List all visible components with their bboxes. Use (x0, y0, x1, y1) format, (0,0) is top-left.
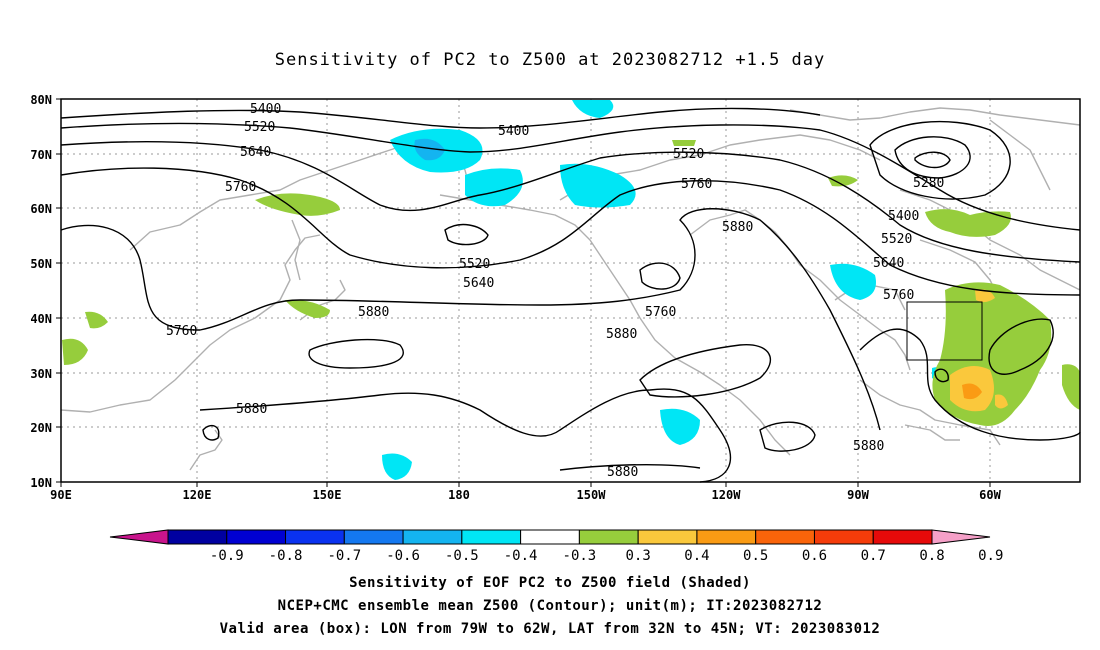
longitude-labels: 90E 120E 150E 180 150W 120W 90W 60W (50, 488, 1001, 502)
lon-label: 150W (577, 488, 607, 502)
contour-label: 5880 (236, 402, 267, 417)
contour-label: 5520 (881, 232, 912, 247)
contour-label: 5880 (853, 439, 884, 454)
map-plot-area (61, 99, 1080, 482)
colorbar-tick-label: -0.7 (327, 548, 361, 564)
axis-ticks (56, 98, 991, 487)
colorbar-max-arrow (931, 529, 991, 545)
contour-label: 5640 (463, 276, 494, 291)
colorbar (109, 529, 991, 545)
colorbar-tick-label: 0.4 (684, 548, 709, 564)
valid-area-box (906, 301, 983, 361)
lon-label: 180 (448, 488, 470, 502)
colorbar-tick-label: 0.3 (626, 548, 651, 564)
caption-line-3: Valid area (box): LON from 79W to 62W, L… (219, 621, 881, 637)
colorbar-segment (461, 529, 522, 545)
lat-label: 60N (30, 202, 52, 216)
contour-label-group: 5400 5520 5640 5760 5400 5520 5760 5880 … (166, 102, 944, 480)
colorbar-segment (813, 529, 874, 545)
colorbar-tick-label: 0.8 (919, 548, 944, 564)
lon-label: 120W (712, 488, 742, 502)
lat-label: 30N (30, 367, 52, 381)
coastlines (60, 107, 1081, 471)
colorbar-tick-label: -0.6 (386, 548, 420, 564)
contour-label: 5760 (883, 288, 914, 303)
contour-label: 5880 (606, 327, 637, 342)
lon-label: 120E (183, 488, 212, 502)
colorbar-tick-label: -0.3 (563, 548, 597, 564)
latitude-labels: 80N 70N 60N 50N 40N 30N 20N 10N (30, 93, 52, 490)
colorbar-tick-label: -0.5 (445, 548, 479, 564)
contour-label: 5760 (645, 305, 676, 320)
colorbar-segment (285, 529, 345, 545)
colorbar-segment (578, 529, 639, 545)
contour-label: 5520 (244, 120, 275, 135)
lat-label: 10N (30, 476, 52, 490)
lat-label: 20N (30, 421, 52, 435)
contour-label: 5880 (607, 465, 638, 480)
colorbar-tick-label: -0.9 (210, 548, 244, 564)
colorbar-segment (872, 529, 933, 545)
colorbar-segment (167, 529, 228, 545)
colorbar-tick-label: -0.8 (269, 548, 303, 564)
lat-label: 40N (30, 312, 52, 326)
colorbar-tick-labels: -0.9 -0.8 -0.7 -0.6 -0.5 -0.4 -0.3 0.3 0.4 0.5 0.6… (210, 548, 1004, 564)
lat-label: 70N (30, 148, 52, 162)
map-frame (60, 98, 1081, 483)
colorbar-segment (226, 529, 287, 545)
contour-label: 5520 (673, 147, 704, 162)
shaded-sensitivity (62, 100, 1080, 480)
colorbar-segment (402, 529, 463, 545)
colorbar-segment (696, 529, 757, 545)
colorbar-segment (520, 529, 580, 545)
gridlines (61, 99, 1080, 482)
contour-label: 5640 (240, 145, 271, 160)
colorbar-segment (755, 529, 815, 545)
colorbar-min-arrow (109, 529, 169, 545)
colorbar-tick-label: -0.4 (504, 548, 538, 564)
contour-label: 5880 (722, 220, 753, 235)
contour-label: 5880 (358, 305, 389, 320)
colorbar-tick-label: 0.5 (743, 548, 768, 564)
contour-label: 5400 (498, 124, 529, 139)
colorbar-tick-label: 0.6 (802, 548, 827, 564)
contour-label: 5640 (873, 256, 904, 271)
colorbar-segment (637, 529, 698, 545)
caption-line-2: NCEP+CMC ensemble mean Z500 (Contour); u… (277, 598, 823, 614)
lon-label: 150E (313, 488, 342, 502)
caption-line-1: Sensitivity of EOF PC2 to Z500 field (Sh… (349, 575, 751, 591)
colorbar-segment (343, 529, 404, 545)
contour-label: 5760 (681, 177, 712, 192)
colorbar-tick-label: 0.7 (861, 548, 886, 564)
z500-contours (60, 107, 1081, 483)
contour-label: 5280 (913, 176, 944, 191)
lon-label: 90W (847, 488, 869, 502)
contour-label: 5760 (166, 324, 197, 339)
lon-label: 60W (979, 488, 1001, 502)
map-title: Sensitivity of PC2 to Z500 at 2023082712… (274, 50, 826, 70)
contour-label: 5760 (225, 180, 256, 195)
lat-label: 50N (30, 257, 52, 271)
contour-label: 5520 (459, 257, 490, 272)
lon-label: 90E (50, 488, 72, 502)
contour-label: 5400 (888, 209, 919, 224)
lat-label: 80N (30, 93, 52, 107)
colorbar-tick-label: 0.9 (978, 548, 1003, 564)
contour-label: 5400 (250, 102, 281, 117)
